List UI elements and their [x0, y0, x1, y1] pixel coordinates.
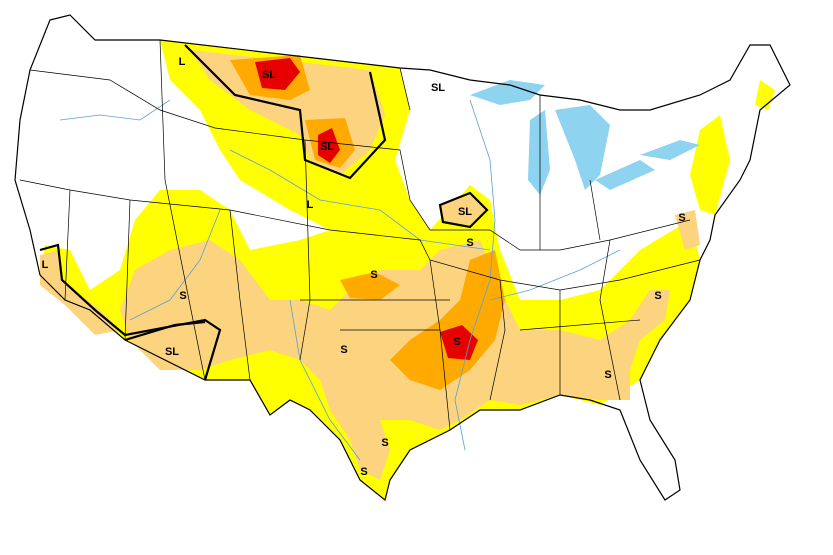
river [59, 99, 171, 121]
extreme-drought [318, 128, 340, 163]
drought-label: SL [431, 82, 445, 94]
abnormally-dry [755, 80, 775, 110]
drought-label: S [179, 290, 186, 302]
drought-label: S [604, 369, 611, 381]
lake [470, 80, 545, 105]
drought-label: SL [262, 69, 276, 81]
extreme-drought [440, 325, 478, 360]
drought-label: S [360, 466, 367, 478]
extreme-drought [255, 58, 300, 90]
severe-drought [390, 250, 505, 390]
drought-label: S [340, 344, 347, 356]
drought-label: S [370, 269, 377, 281]
us-outline [14, 14, 791, 502]
impact-boundary [124, 320, 206, 342]
impact-boundary [39, 243, 222, 381]
lake [555, 105, 610, 190]
drought-label: L [179, 56, 186, 68]
drought-label: L [42, 259, 49, 271]
moderate-drought [675, 210, 700, 250]
lake [528, 110, 550, 195]
drought-label: S [678, 212, 685, 224]
drought-label: S [381, 437, 388, 449]
impact-boundary [438, 191, 489, 229]
river [454, 99, 496, 451]
drought-label: S [466, 237, 473, 249]
drought-label: SL [458, 206, 472, 218]
moderate-drought [440, 195, 485, 225]
lake [640, 140, 700, 160]
state-borders [19, 39, 701, 431]
abnormally-dry [690, 115, 730, 215]
drought-label: S [654, 290, 661, 302]
river [489, 249, 621, 301]
drought-impact-lines [39, 44, 489, 381]
river [229, 149, 491, 251]
lakes [470, 80, 700, 195]
border [64, 39, 641, 431]
severe-drought [340, 272, 400, 300]
labels: L SL SL SL L SL S S L S S S SL S S S S S [42, 56, 686, 478]
drought-label: SL [165, 346, 179, 358]
drought-label: SL [320, 141, 334, 153]
impact-boundary [184, 44, 387, 180]
lake [595, 160, 655, 190]
border [29, 69, 691, 251]
drought-label: S [453, 336, 460, 348]
river [289, 299, 361, 461]
drought-label: L [307, 199, 314, 211]
border [19, 179, 701, 291]
